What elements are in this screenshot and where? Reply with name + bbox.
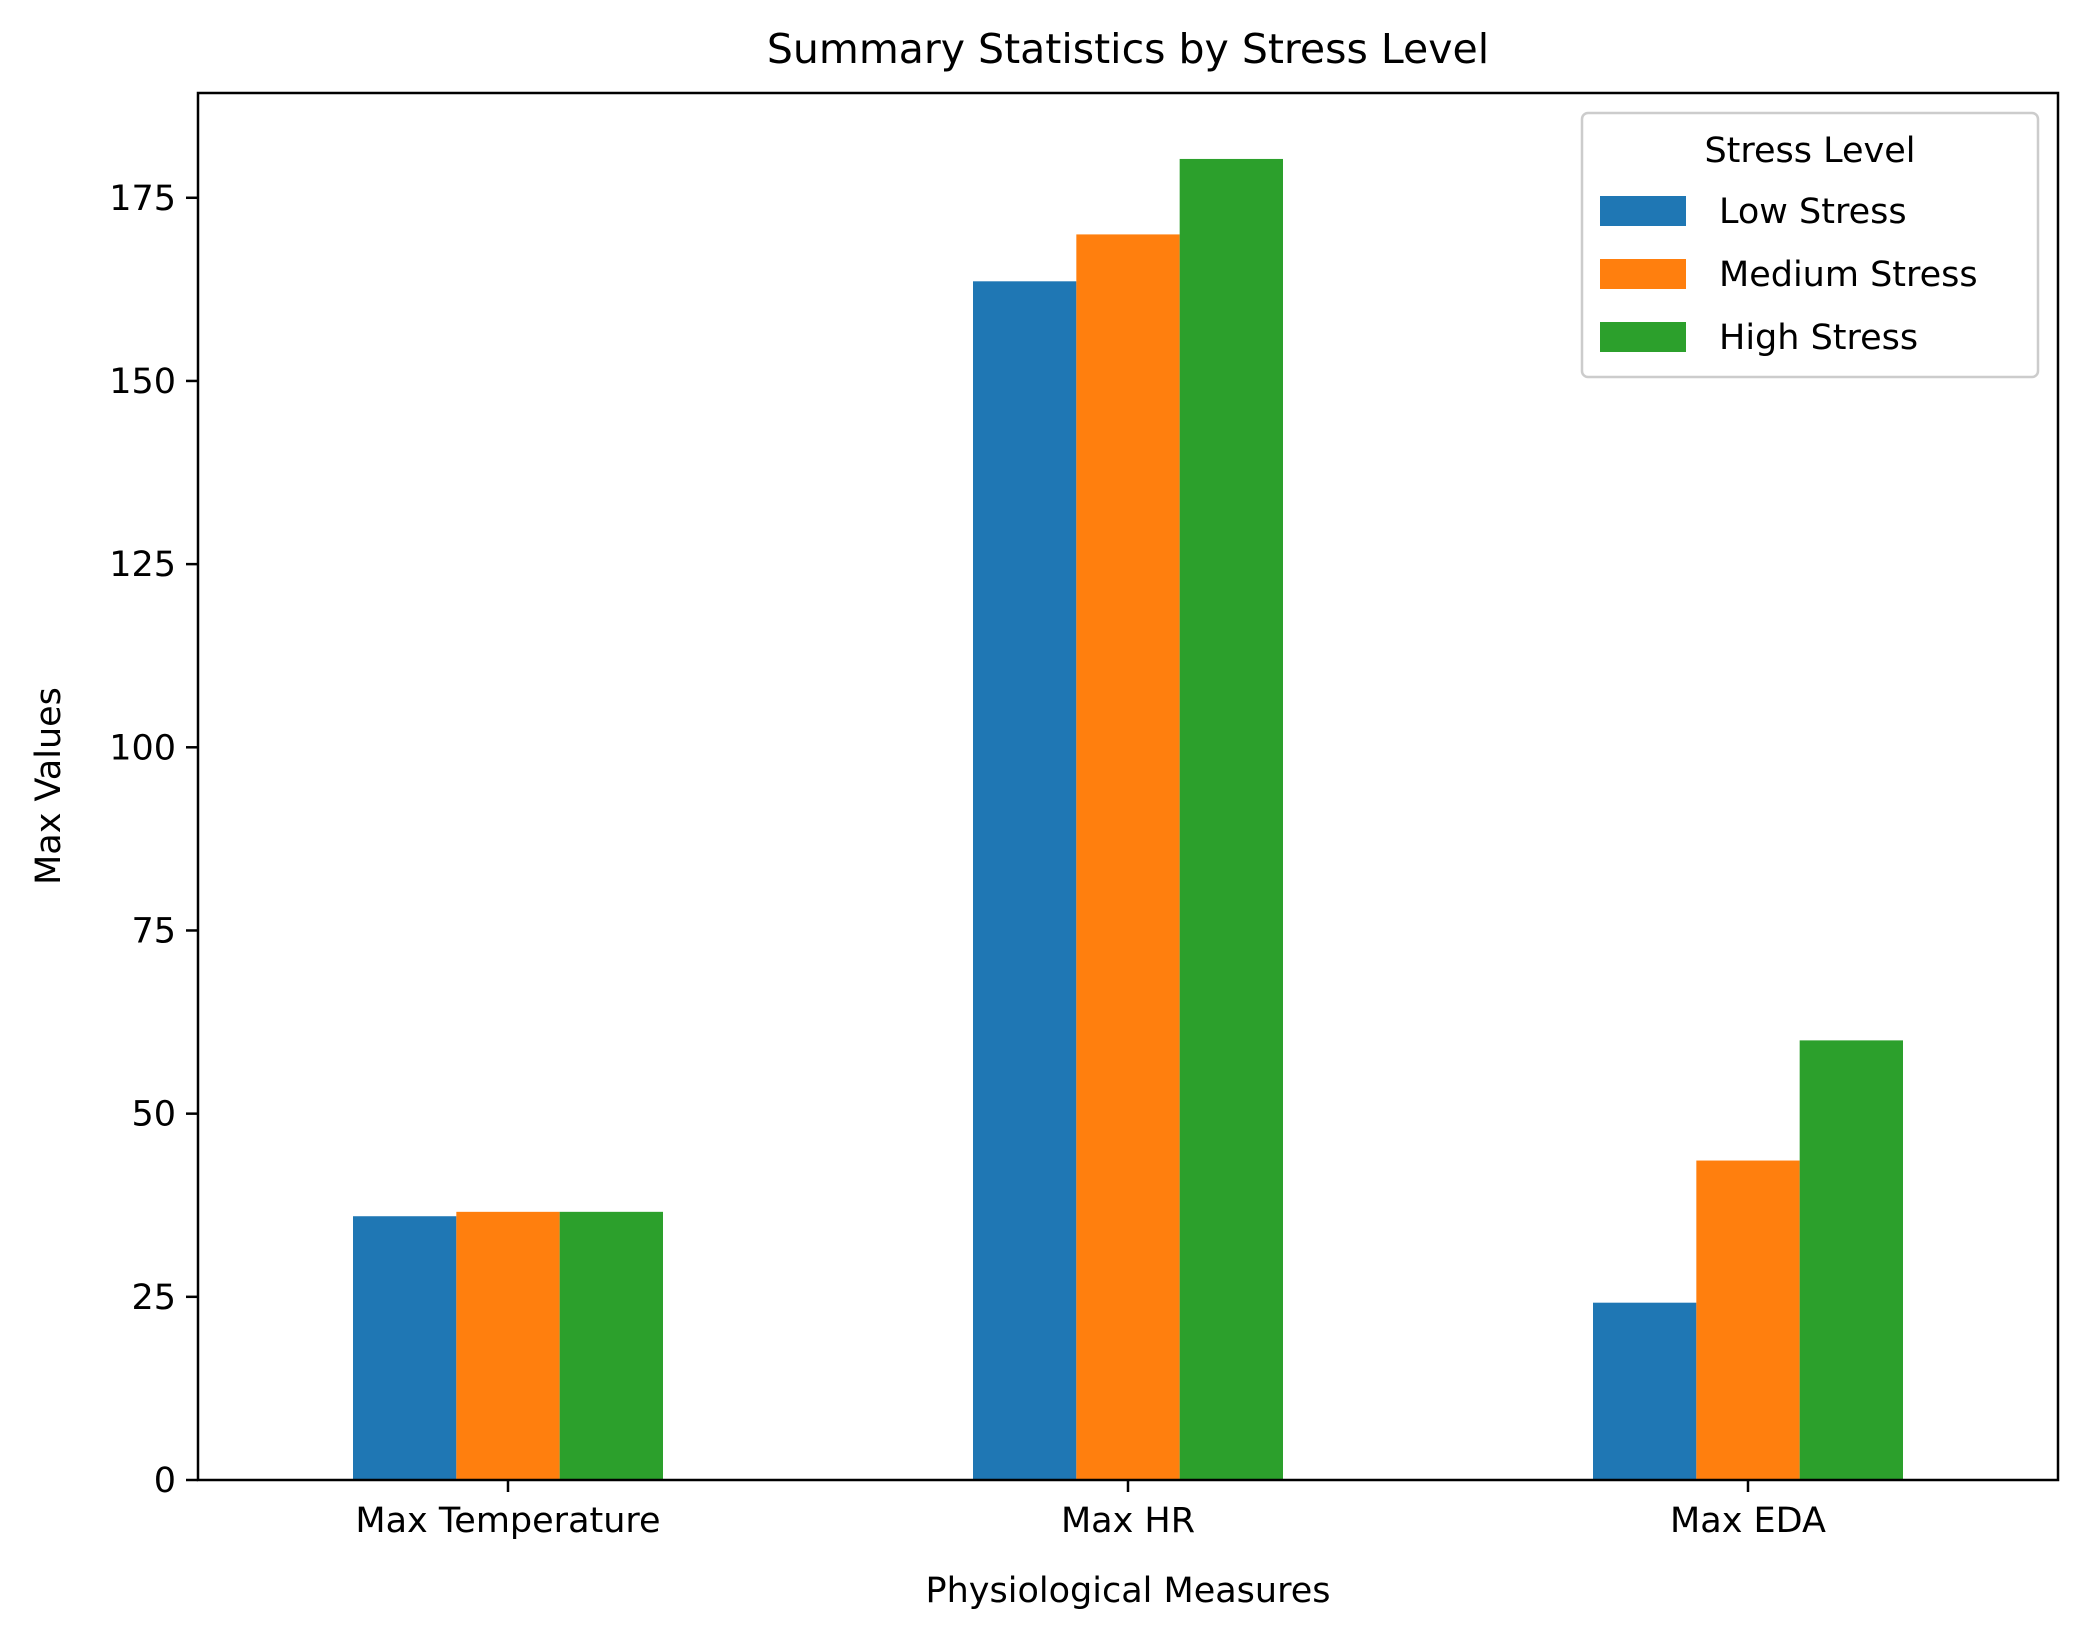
y-tick-label: 75 xyxy=(131,911,176,951)
y-tick-label: 50 xyxy=(131,1095,176,1135)
y-tick-label: 100 xyxy=(109,728,176,768)
bar-high-stress-0 xyxy=(559,1211,663,1480)
y-tick-label: 25 xyxy=(131,1278,176,1318)
y-axis: 0 25 50 75 100 125 150 175 xyxy=(109,179,198,1501)
legend-title: Stress Level xyxy=(1704,131,1915,171)
y-tick-label: 175 xyxy=(109,179,176,219)
y-axis-label: Max Values xyxy=(29,687,69,885)
x-tick-label: Max Temperature xyxy=(355,1501,660,1541)
bars-group xyxy=(353,158,1903,1481)
x-tick-label: Max HR xyxy=(1061,1501,1195,1541)
legend-swatch-low-stress xyxy=(1600,196,1686,226)
bar-medium-stress-1 xyxy=(1076,234,1180,1480)
legend: Stress Level Low Stress Medium Stress High… xyxy=(1580,111,2040,379)
x-tick-label: Max EDA xyxy=(1670,1501,1826,1541)
bar-low-stress-1 xyxy=(973,281,1077,1481)
legend-swatch-high-stress xyxy=(1600,322,1686,352)
legend-swatch-medium-stress xyxy=(1600,259,1686,289)
chart-title: Summary Statistics by Stress Level xyxy=(767,25,1489,73)
x-axis-label: Physiological Measures xyxy=(926,1571,1331,1611)
bar-medium-stress-0 xyxy=(456,1211,560,1480)
bar-high-stress-1 xyxy=(1179,158,1283,1480)
y-tick-label: 0 xyxy=(154,1461,176,1501)
x-axis: Max Temperature Max HR Max EDA xyxy=(355,1480,1826,1541)
legend-items: Low Stress Medium Stress High Stress xyxy=(1600,192,1978,358)
legend-frame xyxy=(1580,111,2040,379)
y-tick-label: 125 xyxy=(109,545,176,585)
bar-low-stress-0 xyxy=(353,1216,457,1480)
bar-high-stress-2 xyxy=(1799,1040,1903,1480)
bar-low-stress-2 xyxy=(1593,1302,1697,1480)
y-tick-label: 150 xyxy=(109,362,176,402)
legend-label: High Stress xyxy=(1719,318,1918,358)
legend-label: Medium Stress xyxy=(1719,255,1978,295)
bar-medium-stress-2 xyxy=(1696,1160,1800,1480)
legend-label: Low Stress xyxy=(1719,192,1907,232)
